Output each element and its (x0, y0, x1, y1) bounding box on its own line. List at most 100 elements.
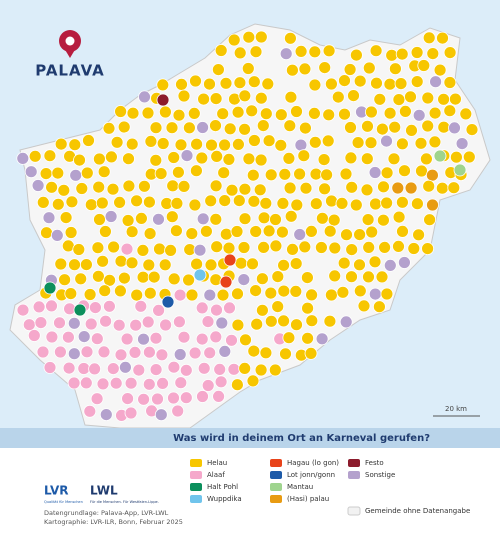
municipality-marker (255, 303, 269, 317)
municipality-marker (169, 224, 183, 238)
municipality-marker (388, 62, 402, 76)
municipality-marker (299, 181, 313, 195)
municipality-marker (315, 211, 329, 225)
municipality-marker (250, 317, 264, 331)
municipality-marker (247, 134, 261, 147)
municipality-marker (125, 137, 139, 151)
municipality-marker (234, 256, 248, 270)
municipality-marker (158, 258, 172, 272)
municipality-marker (286, 242, 299, 256)
municipality-marker (210, 149, 224, 163)
municipality-marker (177, 330, 191, 344)
municipality-marker (279, 347, 292, 361)
municipality-marker (215, 316, 229, 330)
municipality-marker (298, 240, 312, 254)
municipality-marker (27, 329, 41, 342)
municipality-marker (137, 179, 151, 193)
legend-label: (Hasi) palau (287, 495, 329, 503)
municipality-marker (103, 299, 116, 313)
municipality-marker (353, 284, 367, 298)
municipality-marker (142, 195, 156, 209)
municipality-marker (380, 196, 394, 210)
lvr-sub: Qualität für Menschen (44, 500, 83, 504)
municipality-marker (149, 363, 163, 377)
municipality-marker (410, 75, 424, 88)
municipality-marker (230, 378, 244, 392)
municipality-marker (92, 269, 105, 283)
municipality-marker (254, 363, 268, 377)
lwl-logo: LWL (90, 484, 118, 498)
municipality-marker (437, 120, 451, 134)
municipality-marker (58, 273, 71, 287)
municipality-marker (429, 75, 443, 89)
municipality-marker (147, 270, 161, 284)
legend-label: Lot jonn/gonn (287, 471, 335, 479)
municipality-marker (177, 179, 191, 193)
municipality-marker (324, 77, 338, 91)
municipality-marker (195, 151, 209, 165)
municipality-marker (349, 48, 363, 62)
municipality-marker (298, 121, 312, 135)
municipality-marker (173, 288, 187, 302)
municipality-marker (353, 228, 367, 242)
municipality-marker (426, 47, 440, 60)
municipality-marker (170, 196, 184, 210)
municipality-marker (422, 31, 436, 45)
municipality-marker (204, 194, 218, 208)
municipality-marker (103, 273, 116, 287)
municipality-marker (377, 180, 390, 194)
municipality-marker (353, 258, 366, 272)
municipality-marker (120, 242, 134, 256)
municipality-marker (188, 346, 202, 360)
municipality-marker (195, 332, 209, 346)
municipality-marker (28, 149, 42, 163)
municipality-marker (161, 295, 175, 309)
municipality-marker (36, 345, 50, 359)
municipality-marker (122, 179, 136, 193)
municipality-marker (392, 210, 406, 224)
municipality-marker (462, 150, 476, 164)
municipality-marker (391, 181, 405, 195)
municipality-marker (222, 241, 236, 255)
municipality-marker (264, 286, 278, 300)
municipality-marker (398, 164, 411, 178)
municipality-marker (254, 91, 268, 105)
municipality-marker (241, 62, 255, 75)
municipality-marker (340, 228, 353, 242)
municipality-marker (264, 314, 278, 328)
municipality-marker (301, 301, 315, 315)
municipality-marker (196, 390, 209, 403)
municipality-marker (83, 404, 97, 418)
legend-label: Halt Pohl (207, 483, 238, 491)
municipality-marker (277, 284, 291, 298)
municipality-marker (388, 120, 402, 134)
municipality-marker (174, 376, 188, 390)
municipality-marker (285, 63, 299, 77)
municipality-marker (196, 212, 210, 226)
municipality-marker (392, 239, 405, 253)
municipality-marker (141, 315, 155, 329)
municipality-marker (124, 376, 138, 390)
municipality-marker (95, 196, 109, 210)
municipality-marker (314, 241, 328, 254)
municipality-marker (283, 119, 297, 133)
municipality-marker (309, 197, 323, 211)
municipality-marker (91, 241, 105, 255)
municipality-marker (415, 164, 428, 178)
municipality-marker (233, 76, 247, 90)
legend-swatch (347, 506, 361, 516)
municipality-marker (128, 345, 142, 359)
municipality-marker (209, 179, 223, 193)
municipality-marker (385, 48, 399, 62)
municipality-marker (99, 408, 113, 422)
municipality-marker (74, 272, 88, 286)
municipality-marker (117, 120, 131, 134)
municipality-marker (264, 168, 278, 182)
municipality-marker (407, 242, 421, 255)
municipality-marker (327, 213, 341, 227)
municipality-marker (433, 63, 447, 77)
municipality-marker (54, 137, 68, 151)
municipality-marker (104, 210, 118, 223)
municipality-marker (459, 107, 473, 121)
municipality-marker (154, 408, 168, 422)
